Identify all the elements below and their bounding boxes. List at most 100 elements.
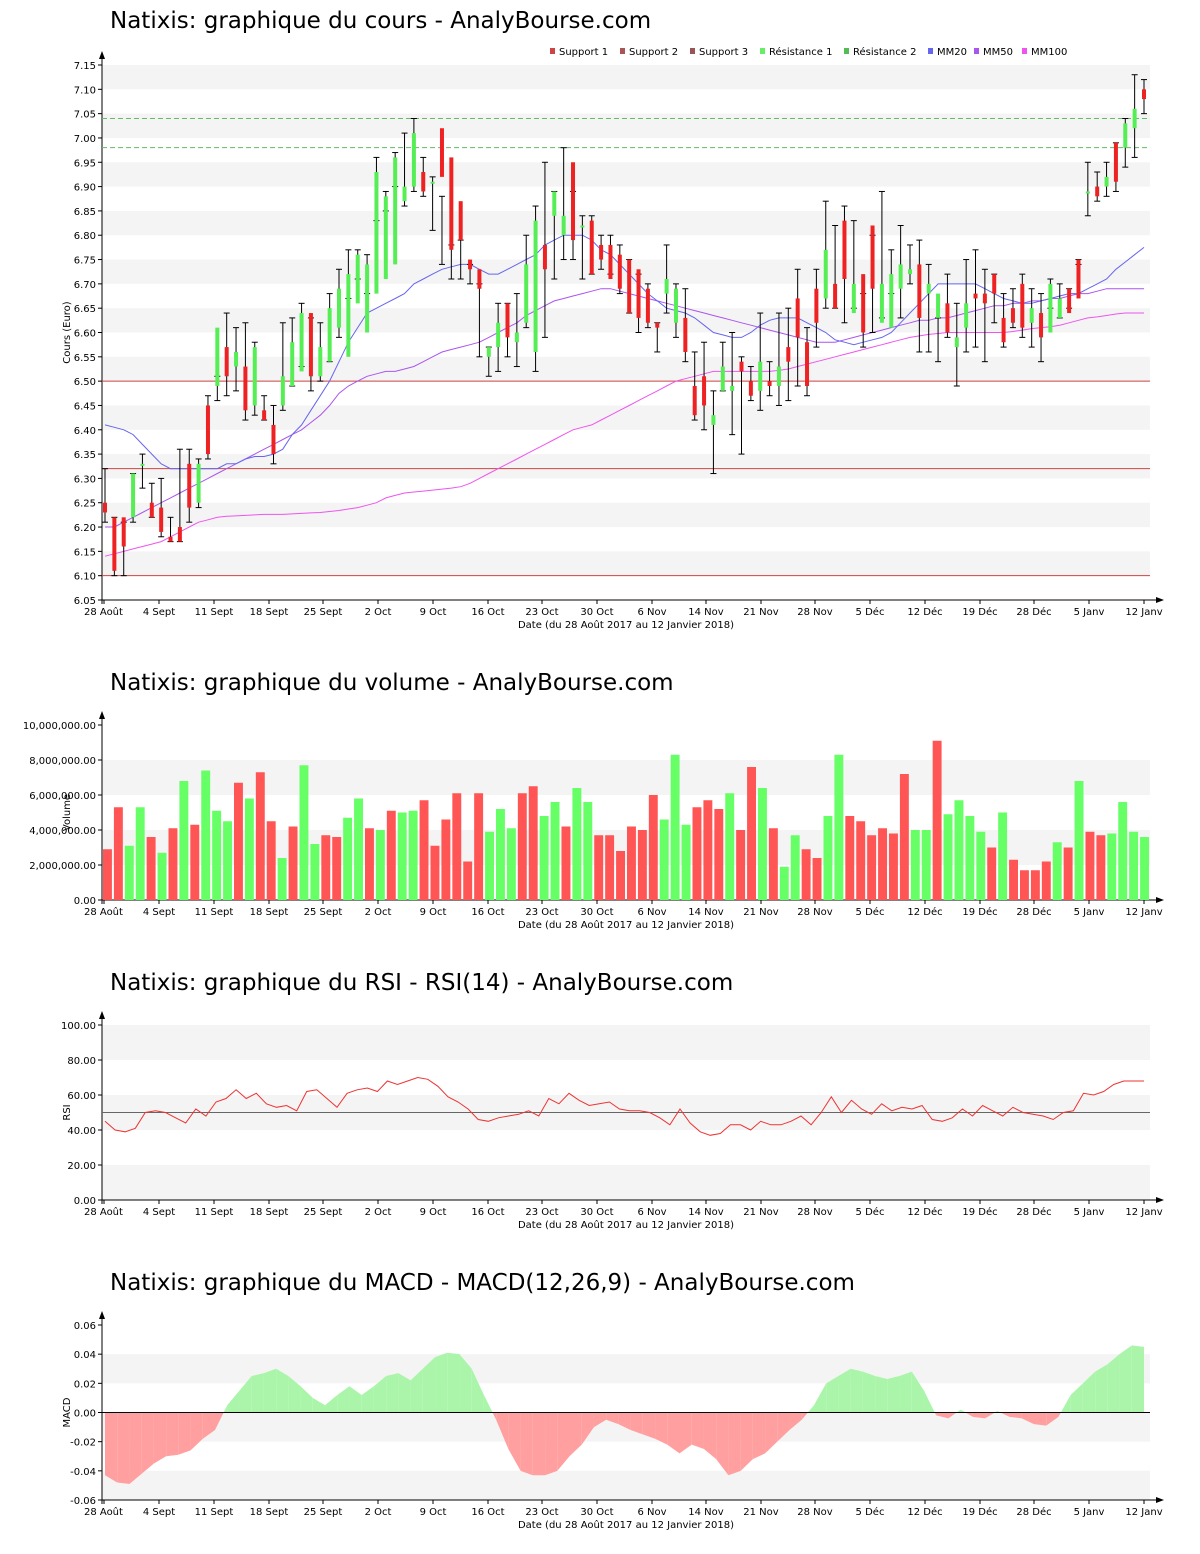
x-tick-label: 28 Août: [84, 606, 123, 618]
x-tick-label: 19 Déc: [962, 1206, 997, 1218]
volume-bar-up: [965, 816, 975, 900]
macd-area-positive: [956, 1409, 961, 1413]
candle-down: [103, 502, 107, 513]
candle-down: [589, 220, 594, 275]
macd-area-negative: [202, 1412, 216, 1439]
macd-area-positive: [325, 1395, 338, 1413]
grid-band: [102, 1470, 1150, 1500]
grid-band: [102, 308, 1150, 333]
legend-swatch: [620, 48, 625, 54]
y-axis-label: MACD: [62, 1397, 73, 1427]
macd-area-negative: [166, 1412, 179, 1457]
macd-area-negative: [777, 1412, 790, 1442]
x-tick-label: 14 Nov: [688, 1207, 724, 1218]
volume-bar-down: [528, 786, 538, 900]
y-tick-label: 6.85: [74, 207, 96, 218]
volume-bar-up: [823, 816, 833, 900]
candle-up: [430, 181, 435, 184]
volume-bar-down: [987, 847, 997, 900]
macd-area-positive: [263, 1368, 277, 1413]
grid-band: [102, 356, 1150, 382]
volume-bar-down: [419, 800, 429, 900]
macd-area-positive: [1082, 1371, 1096, 1413]
x-tick-label: 4 Sept: [143, 1207, 175, 1218]
x-tick-label: 12 Déc: [907, 606, 942, 618]
volume-bar-down: [1085, 831, 1095, 900]
macd-area-positive: [923, 1390, 935, 1413]
y-axis-label: Cours (Euro): [62, 301, 73, 364]
volume-bar-down: [146, 837, 156, 900]
volume-bar-down: [321, 835, 331, 900]
volume-bar-down: [168, 828, 178, 900]
candle-down: [177, 527, 182, 542]
macd-area-negative: [936, 1412, 949, 1419]
candle-up: [280, 376, 285, 406]
volume-bar-down: [1030, 870, 1040, 900]
volume-bar-up: [572, 788, 582, 900]
volume-bar-down: [648, 795, 658, 900]
volume-chart: 0.00 2,000,000.00 4,000,000.00 6,000,000.00…: [23, 711, 1164, 931]
volume-bar-up: [659, 819, 669, 900]
y-tick-label: 6.80: [74, 231, 96, 242]
y-tick-label: 6.20: [74, 523, 96, 534]
y-tick-label: 6.65: [74, 304, 96, 315]
x-tick-label: 23 Oct: [525, 607, 558, 618]
price-chart: 6.05 6.10 6.15 6.20 6.25 6.30 6.35 6.40 6.45 6.50…: [62, 46, 1164, 631]
macd-area-positive: [875, 1376, 888, 1413]
candle-down: [505, 303, 510, 338]
macd-area-positive: [373, 1376, 387, 1413]
candle-up: [252, 347, 257, 406]
candle-down: [992, 274, 997, 294]
grid-band: [102, 405, 1150, 430]
macd-area-negative: [1046, 1412, 1059, 1426]
macd-area-negative: [508, 1412, 521, 1471]
candle-down: [449, 157, 454, 250]
macd-area-negative: [618, 1412, 631, 1430]
candle-up: [954, 337, 959, 348]
volume-bar-up: [670, 754, 680, 900]
x-tick-label: 11 Sept: [195, 907, 234, 918]
macd-area-negative: [1021, 1412, 1034, 1425]
y-tick-label: 6.10: [74, 572, 96, 583]
candle-up: [524, 264, 529, 323]
volume-bar-up: [299, 765, 309, 900]
volume-bar-down: [637, 830, 647, 900]
x-tick-label: 12 Janv: [1125, 1507, 1162, 1518]
volume-bar-up: [277, 858, 287, 900]
volume-bar-up: [408, 810, 418, 900]
volume-bar-down: [899, 774, 909, 900]
x-tick-label: 28 Nov: [797, 1507, 833, 1518]
volume-bar-up: [758, 788, 767, 900]
volume-bar-down: [288, 826, 298, 900]
x-tick-label: 5 Janv: [1074, 907, 1105, 918]
candle-down: [692, 386, 697, 416]
volume-bar-down: [878, 828, 887, 900]
mm100-line: [104, 312, 1144, 557]
macd-area-positive: [239, 1376, 252, 1413]
y-tick-label: 6.25: [74, 499, 96, 510]
candle-down: [308, 313, 313, 377]
x-tick-label: 21 Nov: [743, 907, 779, 918]
candle-down: [149, 502, 154, 518]
candle-down: [439, 128, 444, 177]
candle-down: [608, 244, 613, 279]
volume-bar-up: [943, 814, 953, 900]
candle-down: [421, 172, 426, 192]
macd-area-negative: [752, 1412, 766, 1460]
macd-area-negative: [581, 1412, 594, 1445]
x-tick-label: 23 Oct: [525, 1507, 558, 1518]
y-axis-arrow: [99, 51, 105, 59]
y-tick-label: 6.90: [74, 183, 96, 194]
volume-bar-up: [485, 831, 494, 900]
macd-area-negative: [630, 1412, 643, 1435]
macd-area-negative: [520, 1412, 533, 1476]
legend-swatch: [844, 48, 849, 54]
macd-area-negative: [129, 1412, 142, 1484]
x-tick-label: 4 Sept: [143, 1507, 175, 1518]
legend-label: MM20: [937, 47, 967, 58]
macd-area-positive: [361, 1386, 374, 1413]
grid-band: [102, 551, 1150, 576]
volume-bar-up: [310, 844, 320, 900]
x-tick-label: 2 Oct: [365, 1207, 392, 1218]
macd-area-positive: [435, 1352, 448, 1413]
